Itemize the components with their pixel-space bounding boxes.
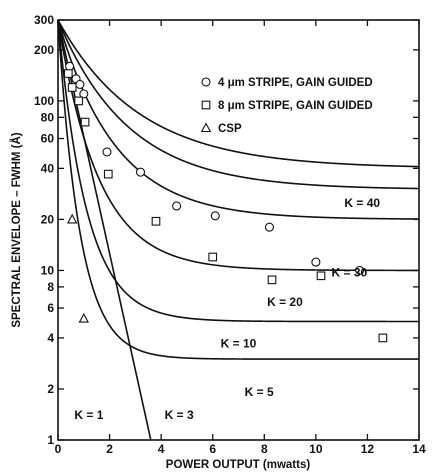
data-point-square [80, 117, 90, 127]
data-point-square [103, 169, 113, 179]
curve-labels: K = 40 K = 30 K = 20 K = 10 K = 5 K = 3 K = 1 [74, 196, 380, 422]
legend-label: CSP [218, 123, 242, 135]
y-tick-label: 4 [47, 331, 54, 345]
curve-label-k-40: K = 40 [344, 196, 380, 210]
data-point-square [267, 275, 277, 285]
y-tick-label: 100 [34, 94, 54, 108]
data-point-circle [102, 147, 112, 157]
curve-label-k-1: K = 1 [74, 408, 103, 422]
data-point-triangle [66, 213, 78, 224]
data-point-triangle [78, 312, 90, 323]
plot-frame [57, 19, 420, 441]
data-point-square [316, 271, 326, 281]
x-tick-label: 4 [158, 442, 165, 456]
data-point-square [151, 216, 161, 226]
legend-label: 4 μm STRIPE, GAIN GUIDED [218, 77, 373, 89]
x-tick-label: 8 [261, 442, 268, 456]
data-point-circle [210, 211, 220, 221]
curve-label-k-10: K = 10 [221, 337, 257, 351]
legend-marker-square [201, 100, 211, 110]
curve-label-k-30: K = 30 [332, 266, 368, 280]
data-point-circle [75, 79, 85, 90]
curve-k-20 [57, 19, 420, 220]
x-tick-label: 6 [209, 442, 216, 456]
legend: 4 μm STRIPE, GAIN GUIDED 8 μm STRIPE, GAI… [200, 77, 373, 135]
y-tick-label: 200 [34, 43, 54, 57]
data-point-circle [264, 222, 274, 232]
y-axis-title: SPECTRAL ENVELOPE – FWHM (Å) [10, 132, 23, 327]
x-tick-label: 10 [309, 442, 323, 456]
data-point-circle [355, 265, 365, 275]
data-point-square [378, 333, 388, 343]
curve-k-40 [57, 19, 420, 168]
data-point-square [208, 252, 218, 262]
curve-label-k-5: K = 5 [245, 385, 274, 399]
data-point-circle [65, 61, 75, 71]
y-tick-label: 80 [41, 110, 55, 124]
data-point-square [74, 96, 83, 106]
x-tick-label: 14 [412, 442, 426, 456]
y-tick-label: 300 [34, 13, 54, 27]
y-tick-label: 1 [47, 433, 54, 447]
legend-marker-triangle [200, 122, 212, 133]
curve-label-k-3: K = 3 [165, 408, 194, 422]
data-point-circle [311, 257, 321, 267]
y-tick-label: 10 [41, 263, 55, 277]
y-tick-label: 20 [41, 212, 55, 226]
x-axis-title: POWER OUTPUT (mwatts) [166, 459, 311, 471]
data-point-circle [172, 201, 182, 211]
x-tick-label: 0 [55, 442, 62, 456]
y-tick-label: 6 [47, 301, 54, 315]
y-tick-label: 8 [47, 280, 54, 294]
y-tick-label: 60 [41, 132, 55, 146]
curve-label-k-20: K = 20 [267, 295, 303, 309]
curve-k-1 [57, 19, 152, 441]
data-markers [63, 61, 388, 343]
legend-label: 8 μm STRIPE, GAIN GUIDED [218, 100, 373, 112]
data-point-square [63, 69, 73, 78]
data-point-circle [79, 89, 89, 99]
x-tick-label: 12 [361, 442, 375, 456]
legend-marker-circle [201, 77, 211, 87]
curve-k-30 [57, 19, 420, 190]
data-point-circle [135, 167, 146, 177]
y-tick-label: 2 [47, 382, 54, 396]
curve-k-3 [57, 19, 419, 360]
data-point-square [67, 83, 77, 92]
y-tick-label: 40 [41, 161, 55, 175]
curve-k-10 [57, 19, 419, 272]
curve-k-5 [57, 19, 419, 323]
x-tick-label: 2 [106, 442, 113, 456]
